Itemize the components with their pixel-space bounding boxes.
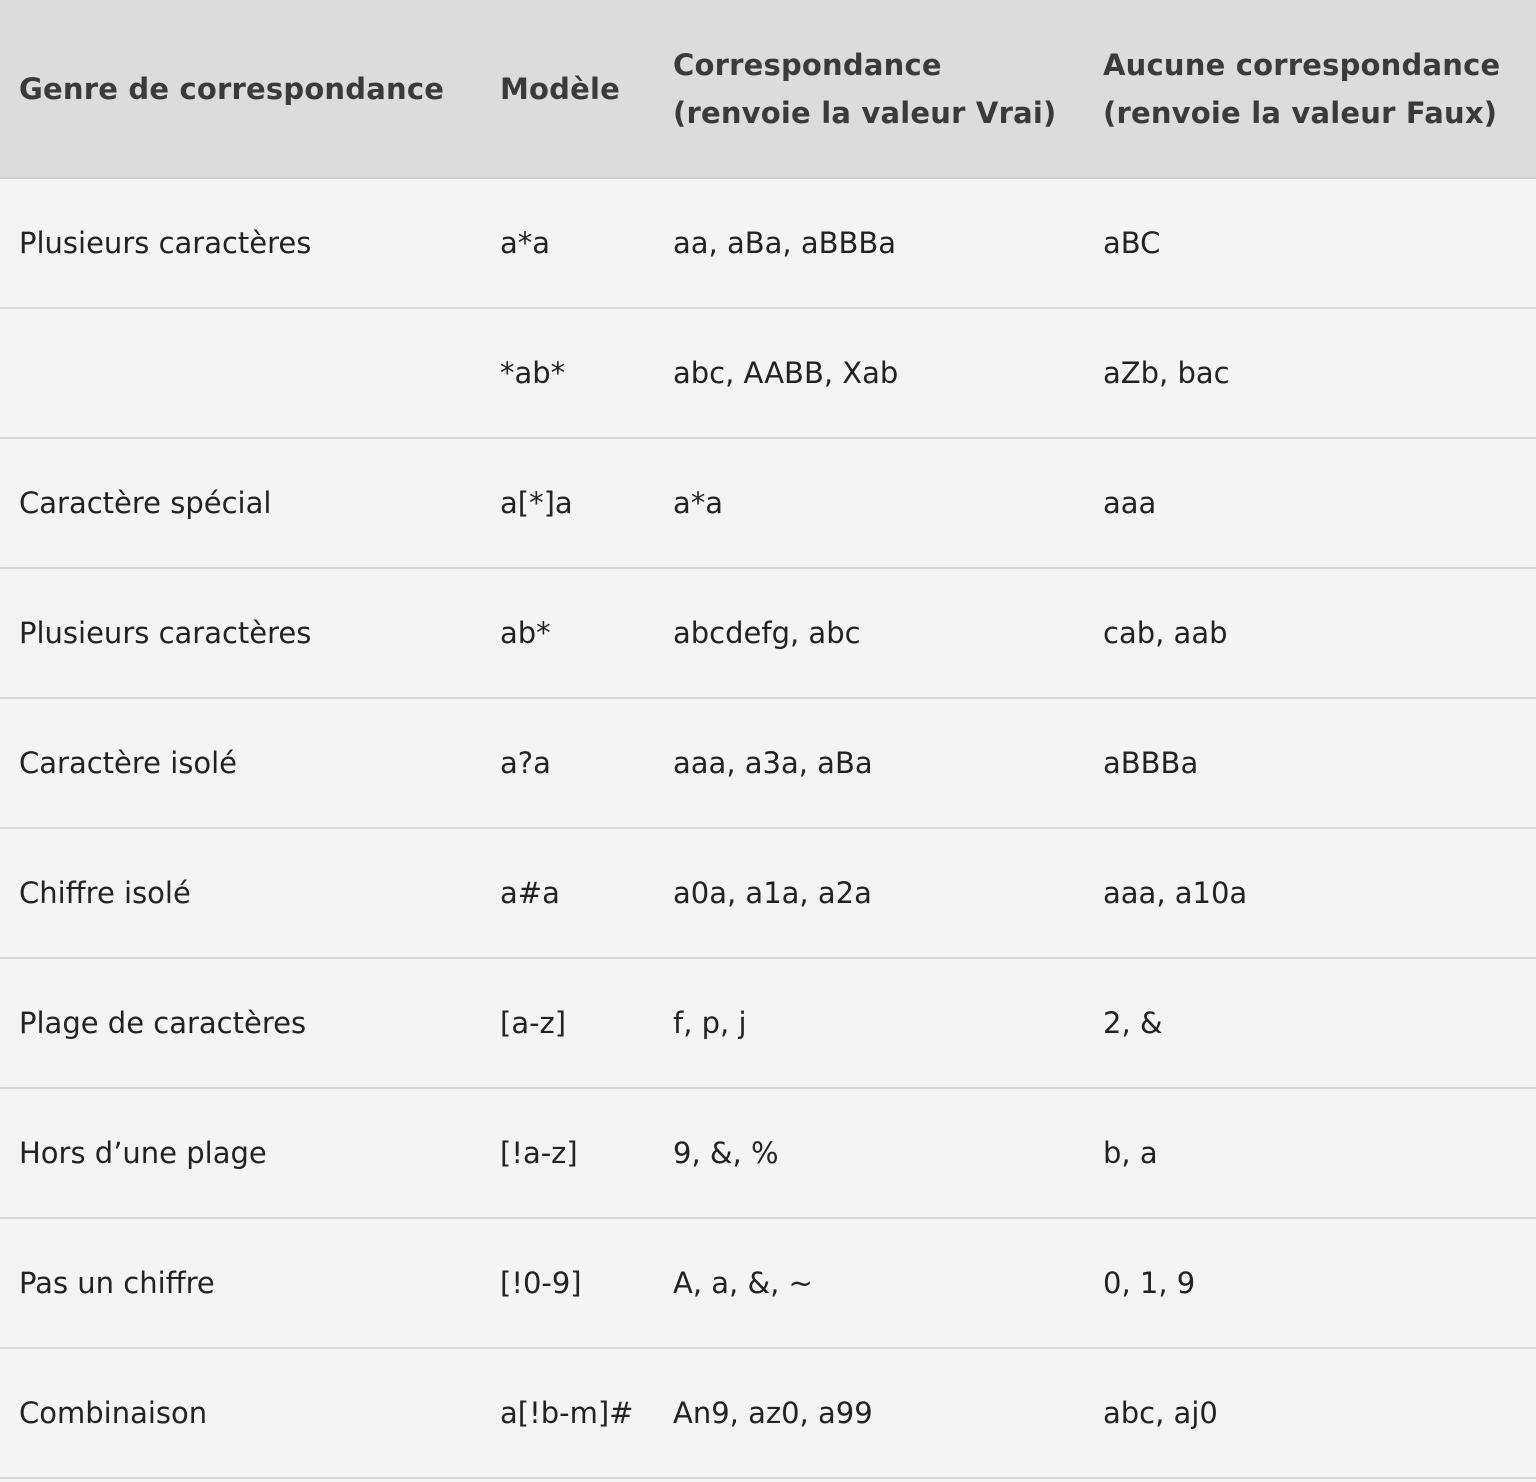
cell-match-type: Caractère isolé [0, 698, 481, 829]
table-row: Caractère spécial a[*]a a*a aaa [0, 438, 1536, 569]
cell-match: A, a, &, ~ [654, 1218, 1084, 1349]
cell-match-type: Combinaison [0, 1348, 481, 1479]
cell-match: abc, AABB, Xab [654, 308, 1084, 439]
cell-no-match: aaa [1084, 438, 1536, 569]
table-row: Plusieurs caractères ab* abcdefg, abc ca… [0, 568, 1536, 699]
header-pattern-label: Modèle [500, 71, 621, 106]
header-no-match: Aucune correspondance (renvoie la valeur… [1084, 0, 1536, 179]
header-match: Correspondance (renvoie la valeur Vrai) [654, 0, 1084, 179]
cell-pattern: [!0-9] [481, 1218, 654, 1349]
cell-match-type [0, 308, 481, 439]
table-row: *ab* abc, AABB, Xab aZb, bac [0, 308, 1536, 439]
table-body: Plusieurs caractères a*a aa, aBa, aBBBa … [0, 178, 1536, 1479]
cell-pattern: a?a [481, 698, 654, 829]
table-row: Plusieurs caractères a*a aa, aBa, aBBBa … [0, 178, 1536, 309]
cell-pattern: ab* [481, 568, 654, 699]
header-match-type: Genre de correspondance [0, 0, 481, 179]
table-row: Chiffre isolé a#a a0a, a1a, a2a aaa, a10… [0, 828, 1536, 959]
header-match-type-label: Genre de correspondance [19, 71, 445, 106]
cell-no-match: abc, aj0 [1084, 1348, 1536, 1479]
cell-match-type: Pas un chiffre [0, 1218, 481, 1349]
cell-no-match: aBC [1084, 178, 1536, 309]
cell-pattern: [a-z] [481, 958, 654, 1089]
table-row: Caractère isolé a?a aaa, a3a, aBa aBBBa [0, 698, 1536, 829]
table-row: Pas un chiffre [!0-9] A, a, &, ~ 0, 1, 9 [0, 1218, 1536, 1349]
cell-match-type: Plage de caractères [0, 958, 481, 1089]
cell-no-match: 0, 1, 9 [1084, 1218, 1536, 1349]
cell-match-type: Hors d’une plage [0, 1088, 481, 1219]
cell-match-type: Plusieurs caractères [0, 178, 481, 309]
header-match-line2: (renvoie la valeur Vrai) [673, 95, 1057, 130]
cell-no-match: 2, & [1084, 958, 1536, 1089]
cell-match: a0a, a1a, a2a [654, 828, 1084, 959]
cell-match-type: Plusieurs caractères [0, 568, 481, 699]
cell-pattern: a[*]a [481, 438, 654, 569]
cell-pattern: a[!b-m]# [481, 1348, 654, 1479]
cell-no-match: cab, aab [1084, 568, 1536, 699]
table-row: Plage de caractères [a-z] f, p, j 2, & [0, 958, 1536, 1089]
table-row: Combinaison a[!b-m]# An9, az0, a99 abc, … [0, 1348, 1536, 1479]
cell-match: a*a [654, 438, 1084, 569]
cell-match: 9, &, % [654, 1088, 1084, 1219]
header-match-line1: Correspondance [673, 47, 942, 82]
cell-match: f, p, j [654, 958, 1084, 1089]
cell-no-match: aaa, a10a [1084, 828, 1536, 959]
cell-no-match: b, a [1084, 1088, 1536, 1219]
header-row: Genre de correspondance Modèle Correspon… [0, 0, 1536, 179]
cell-pattern: a*a [481, 178, 654, 309]
cell-match: abcdefg, abc [654, 568, 1084, 699]
table-header: Genre de correspondance Modèle Correspon… [0, 0, 1536, 179]
header-no-match-line1: Aucune correspondance [1103, 47, 1501, 82]
cell-no-match: aZb, bac [1084, 308, 1536, 439]
cell-match-type: Caractère spécial [0, 438, 481, 569]
cell-match: aaa, a3a, aBa [654, 698, 1084, 829]
table-row: Hors d’une plage [!a-z] 9, &, % b, a [0, 1088, 1536, 1219]
cell-pattern: a#a [481, 828, 654, 959]
cell-match-type: Chiffre isolé [0, 828, 481, 959]
cell-no-match: aBBBa [1084, 698, 1536, 829]
cell-pattern: *ab* [481, 308, 654, 439]
cell-match: aa, aBa, aBBBa [654, 178, 1084, 309]
cell-pattern: [!a-z] [481, 1088, 654, 1219]
header-no-match-line2: (renvoie la valeur Faux) [1103, 95, 1498, 130]
cell-match: An9, az0, a99 [654, 1348, 1084, 1479]
header-pattern: Modèle [481, 0, 654, 179]
